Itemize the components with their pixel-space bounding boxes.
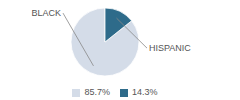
html-text:85.7%: 85.7% [84,87,110,97]
svg-text:HISPANIC: HISPANIC [149,43,191,53]
html-text:14.3%: 14.3% [132,87,158,97]
svg-text:BLACK: BLACK [31,8,61,18]
